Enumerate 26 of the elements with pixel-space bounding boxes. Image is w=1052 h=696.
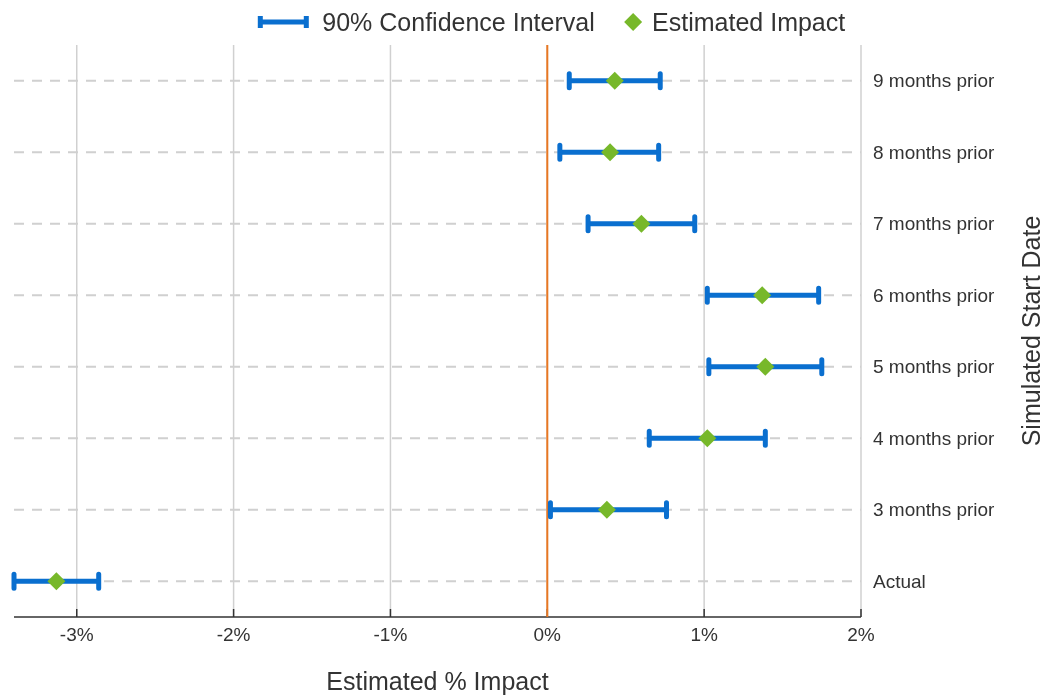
- point: [632, 214, 651, 233]
- point: [698, 429, 717, 448]
- y-tick-label: 6 months prior: [873, 284, 996, 306]
- point: [756, 357, 775, 376]
- point: [753, 286, 772, 305]
- x-tick-label: -3%: [59, 624, 94, 645]
- x-tick-label: 0%: [533, 624, 562, 645]
- point: [597, 500, 616, 519]
- y-tick-label: 7 months prior: [873, 213, 996, 235]
- legend-label: 90% Confidence Interval: [322, 8, 595, 36]
- x-tick-label: -1%: [373, 624, 408, 645]
- point: [47, 572, 66, 591]
- x-axis-title: Estimated % Impact: [326, 667, 549, 695]
- point: [605, 71, 624, 90]
- y-axis-title: Simulated Start Date: [1017, 215, 1045, 447]
- x-tick-label: -2%: [216, 624, 251, 645]
- y-tick-label: 3 months prior: [873, 499, 996, 521]
- point: [601, 143, 620, 162]
- y-tick-label: 9 months prior: [873, 70, 996, 92]
- y-tick-label: 5 months prior: [873, 356, 996, 378]
- x-tick-label: 1%: [690, 624, 718, 645]
- y-tick-label: 8 months prior: [873, 141, 996, 163]
- y-tick-label: Actual: [873, 570, 926, 592]
- legend-label: Estimated Impact: [652, 8, 846, 36]
- y-tick-label: 4 months prior: [873, 427, 996, 449]
- x-tick-label: 2%: [847, 624, 875, 645]
